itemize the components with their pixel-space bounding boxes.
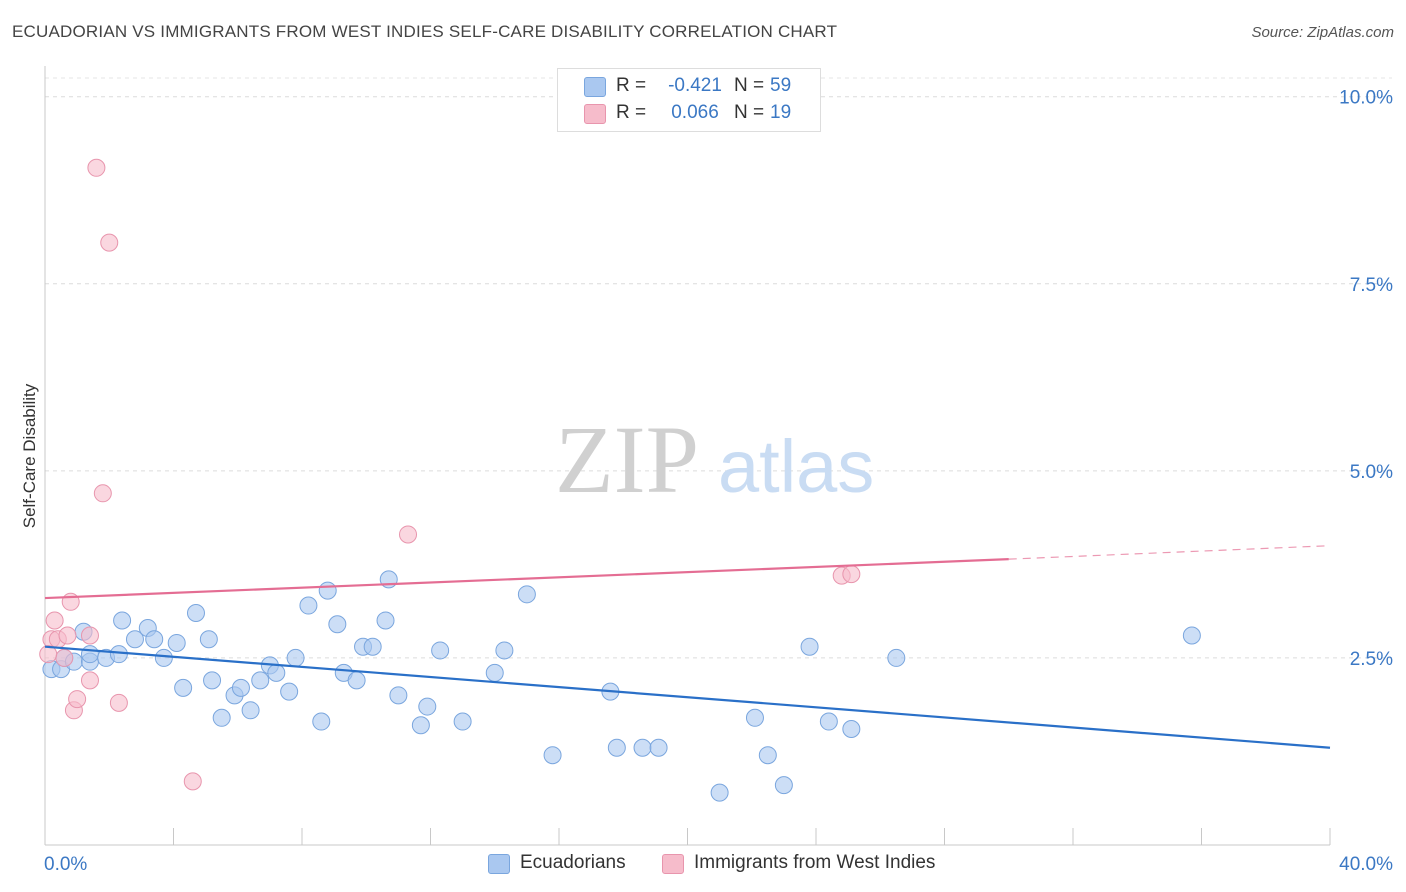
data-point bbox=[453, 712, 472, 731]
data-point bbox=[543, 746, 562, 765]
data-point bbox=[376, 611, 395, 630]
data-point bbox=[758, 746, 777, 765]
data-point bbox=[58, 626, 77, 645]
ecuadorians-swatch bbox=[584, 77, 606, 97]
data-point bbox=[145, 630, 164, 649]
n-value: 59 bbox=[770, 75, 792, 96]
legend-label: Ecuadorians bbox=[520, 852, 626, 873]
legend-label: Immigrants from West Indies bbox=[694, 852, 936, 873]
data-point bbox=[113, 611, 132, 630]
stats-legend: R = -0.421 N = 59 R = 0.066 N = 19 bbox=[557, 68, 821, 132]
data-point bbox=[109, 693, 128, 712]
x-tick-label-end: 40.0% bbox=[1339, 854, 1393, 875]
data-point bbox=[318, 581, 337, 600]
data-point bbox=[399, 525, 418, 544]
n-value: 19 bbox=[770, 102, 792, 123]
west-indies-legend-swatch bbox=[662, 854, 684, 874]
data-point bbox=[517, 585, 536, 604]
data-point bbox=[186, 604, 205, 623]
data-point bbox=[745, 708, 764, 727]
data-point bbox=[39, 645, 58, 664]
west-indies-trend-extension bbox=[1008, 545, 1331, 560]
data-point bbox=[363, 637, 382, 656]
data-point bbox=[80, 671, 99, 690]
series-legend: Ecuadorians Immigrants from West Indies bbox=[0, 852, 1406, 878]
data-point bbox=[100, 233, 119, 252]
data-point bbox=[887, 648, 906, 667]
data-point bbox=[633, 738, 652, 757]
data-point bbox=[418, 697, 437, 716]
data-point bbox=[347, 671, 366, 690]
data-point bbox=[710, 783, 729, 802]
data-point bbox=[328, 615, 347, 634]
y-tick-label: 7.5% bbox=[1350, 275, 1393, 296]
data-point bbox=[431, 641, 450, 660]
data-point bbox=[241, 701, 260, 720]
r-value: 0.066 bbox=[671, 102, 719, 123]
r-value: -0.421 bbox=[668, 75, 722, 96]
watermark-atlas: atlas bbox=[718, 425, 874, 508]
data-point bbox=[109, 645, 128, 664]
data-point bbox=[819, 712, 838, 731]
data-point bbox=[607, 738, 626, 757]
n-label: N = bbox=[734, 102, 765, 123]
data-point bbox=[267, 663, 286, 682]
west-indies-swatch bbox=[584, 104, 606, 124]
data-point bbox=[93, 484, 112, 503]
data-point bbox=[1182, 626, 1201, 645]
source-label: Source: ZipAtlas.com bbox=[1251, 24, 1394, 41]
data-point bbox=[485, 663, 504, 682]
data-point bbox=[312, 712, 331, 731]
data-point bbox=[167, 633, 186, 652]
data-point bbox=[411, 716, 430, 735]
data-point bbox=[649, 738, 668, 757]
n-label: N = bbox=[734, 75, 765, 96]
ecuadorians-legend-swatch bbox=[488, 854, 510, 874]
data-point bbox=[280, 682, 299, 701]
data-point bbox=[389, 686, 408, 705]
data-point bbox=[55, 648, 74, 667]
data-point bbox=[45, 611, 64, 630]
data-point bbox=[286, 648, 305, 667]
r-label: R = bbox=[616, 102, 647, 123]
data-point bbox=[80, 645, 99, 664]
chart-title: ECUADORIAN VS IMMIGRANTS FROM WEST INDIE… bbox=[12, 22, 838, 41]
axes bbox=[44, 66, 1331, 846]
data-point bbox=[203, 671, 222, 690]
data-point bbox=[125, 630, 144, 649]
data-point bbox=[842, 720, 861, 739]
r-label: R = bbox=[616, 75, 647, 96]
ecuadorians-trend-line bbox=[44, 645, 1331, 749]
watermark-zip: ZIP bbox=[555, 406, 699, 513]
data-point bbox=[495, 641, 514, 660]
ecuadorians-points bbox=[42, 570, 1201, 802]
data-point bbox=[80, 626, 99, 645]
y-tick-label: 5.0% bbox=[1350, 462, 1393, 483]
data-point bbox=[231, 678, 250, 697]
data-point bbox=[299, 596, 318, 615]
data-point bbox=[183, 772, 202, 791]
data-point bbox=[842, 565, 861, 584]
data-point bbox=[199, 630, 218, 649]
y-tick-label: 10.0% bbox=[1339, 88, 1393, 109]
data-point bbox=[212, 708, 231, 727]
data-point bbox=[174, 678, 193, 697]
data-point bbox=[68, 690, 87, 709]
west-indies-trend-line bbox=[44, 558, 1009, 600]
y-axis-label: Self-Care Disability bbox=[20, 383, 39, 528]
x-tick-label-start: 0.0% bbox=[44, 854, 87, 875]
west-indies-points bbox=[39, 158, 861, 791]
data-point bbox=[154, 648, 173, 667]
data-point bbox=[800, 637, 819, 656]
y-tick-label: 2.5% bbox=[1350, 649, 1393, 670]
data-point bbox=[251, 671, 270, 690]
data-point bbox=[87, 158, 106, 177]
data-point bbox=[774, 776, 793, 795]
